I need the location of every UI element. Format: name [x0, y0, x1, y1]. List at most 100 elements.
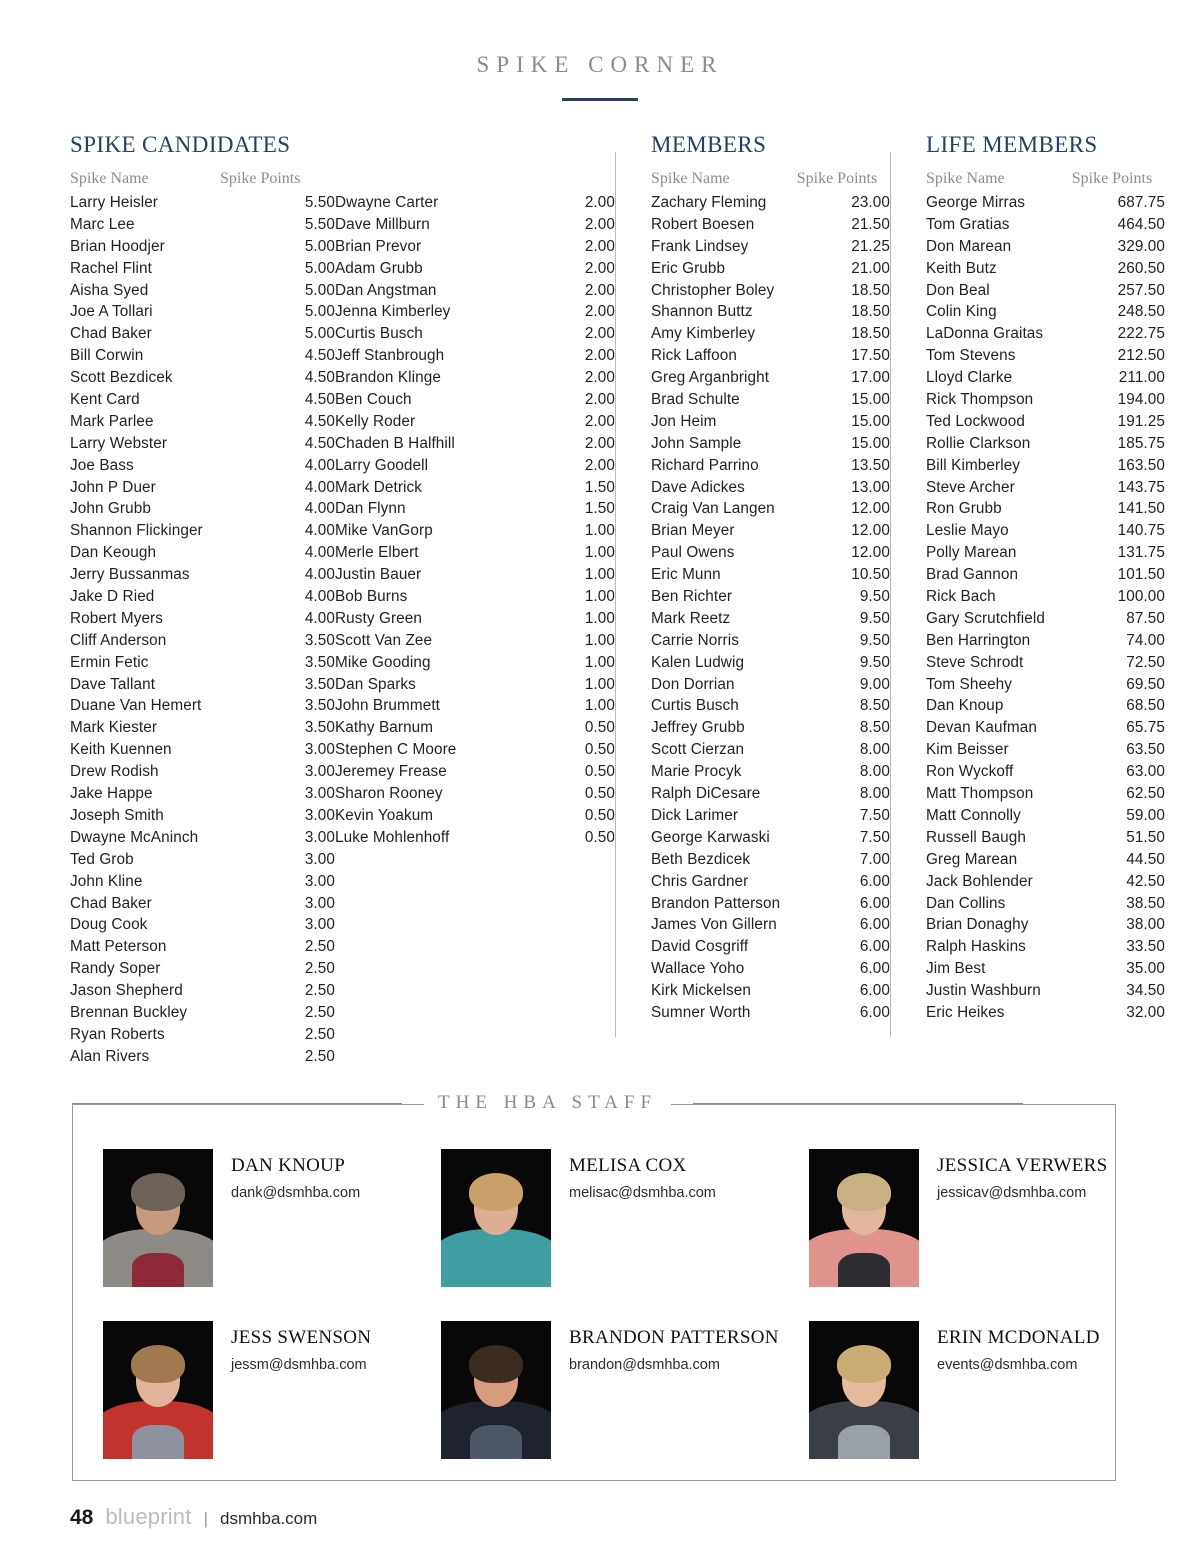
spike-points: 3.50: [304, 719, 335, 737]
spike-name: Dave Tallant: [70, 675, 156, 693]
spike-row: Brian Donaghy 38.00: [926, 916, 1165, 938]
spike-points: 101.50: [1117, 566, 1165, 584]
staff-member-email[interactable]: jessicav@dsmhba.com: [937, 1185, 1087, 1201]
spike-points: 141.50: [1117, 500, 1165, 518]
spike-name: George Karwaski: [651, 828, 770, 846]
spike-points: 4.00: [304, 588, 335, 606]
spike-name: Marc Lee: [70, 215, 135, 233]
spike-name: Ted Grob: [70, 850, 134, 868]
spike-row: Dan Flynn 1.50: [335, 500, 615, 522]
spike-name: Ralph DiCesare: [651, 785, 761, 803]
staff-row: DAN KNOUP dank@dsmhba.com MELISA COX melisa…: [73, 1149, 1115, 1307]
spike-name: Jason Shepherd: [70, 982, 183, 1000]
spike-points: 8.50: [859, 719, 890, 737]
spike-name: George Mirras: [926, 194, 1026, 211]
staff-member-email[interactable]: dank@dsmhba.com: [231, 1185, 361, 1201]
spike-points: 5.50: [304, 194, 335, 211]
spike-name: Aisha Syed: [70, 281, 149, 299]
spike-points: 3.00: [304, 850, 335, 868]
spike-points: 9.50: [859, 609, 890, 627]
spike-name: Amy Kimberley: [651, 325, 756, 343]
members-title: MEMBERS: [651, 132, 767, 157]
members-list: Zachary Fleming 23.00 Robert Boesen 21.50 Fr…: [651, 194, 890, 1026]
spike-name: Wallace Yoho: [651, 960, 745, 978]
spike-row: Jack Bohlender 42.50: [926, 873, 1165, 895]
spike-name: Chris Gardner: [651, 872, 749, 890]
spike-name: Ron Grubb: [926, 500, 1002, 518]
spike-name: Keith Kuennen: [70, 741, 172, 759]
spike-points: 13.50: [851, 456, 890, 474]
staff-member: DAN KNOUP dank@dsmhba.com: [73, 1149, 441, 1307]
spike-name: Matt Connolly: [926, 806, 1021, 824]
spike-name: Ben Richter: [651, 588, 733, 606]
spike-name: Chad Baker: [70, 325, 152, 343]
spike-row: Sumner Worth 6.00: [651, 1004, 890, 1026]
column-divider-left: [615, 152, 616, 1037]
spike-name: Jake D Ried: [70, 588, 155, 606]
spike-name: John Sample: [651, 434, 742, 452]
spike-name: Russell Baugh: [926, 828, 1026, 846]
spike-points: 18.50: [851, 281, 890, 299]
staff-member-email[interactable]: events@dsmhba.com: [937, 1357, 1078, 1373]
spike-points: 3.00: [304, 806, 335, 824]
spike-name: Curtis Busch: [335, 325, 423, 343]
spike-name: Scott Bezdicek: [70, 369, 173, 387]
spike-name: Rachel Flint: [70, 259, 152, 277]
caption-rule-right: [693, 1102, 1024, 1104]
spike-name: Mike VanGorp: [335, 522, 433, 540]
spike-row: Tom Gratias 464.50: [926, 216, 1165, 238]
spike-row: Larry Webster 4.50: [70, 435, 335, 457]
spike-points: 32.00: [1126, 1003, 1165, 1021]
life-members-table-header: Spike Name Spike Points: [926, 170, 1165, 188]
spike-row: Ralph Haskins 33.50: [926, 938, 1165, 960]
footer-website[interactable]: dsmhba.com: [219, 1509, 318, 1528]
spike-points: 131.75: [1117, 544, 1165, 562]
spike-row: Scott Van Zee 1.00: [335, 632, 615, 654]
staff-photo: [441, 1321, 551, 1459]
spike-name: Joe A Tollari: [70, 303, 153, 321]
spike-name: Kelly Roder: [335, 412, 416, 430]
staff-member-email[interactable]: brandon@dsmhba.com: [569, 1357, 720, 1373]
spike-name: Kevin Yoakum: [335, 806, 434, 824]
hba-staff-caption-band: THE HBA STAFF: [72, 1092, 1116, 1114]
spike-row: Marie Procyk 8.00: [651, 763, 890, 785]
staff-member-email[interactable]: melisac@dsmhba.com: [569, 1185, 716, 1201]
staff-member-email[interactable]: jessm@dsmhba.com: [231, 1357, 367, 1373]
spike-points: 3.00: [304, 894, 335, 912]
spike-row: Don Beal 257.50: [926, 282, 1165, 304]
spike-row: Chad Baker 5.00: [70, 325, 335, 347]
spike-name: Stephen C Moore: [335, 741, 457, 759]
spike-name: David Cosgriff: [651, 938, 749, 956]
spike-points: 72.50: [1126, 653, 1165, 671]
spike-name: Ralph Haskins: [926, 938, 1026, 956]
spike-row: LaDonna Graitas 222.75: [926, 325, 1165, 347]
spike-points: 38.50: [1126, 894, 1165, 912]
spike-name: Don Dorrian: [651, 675, 735, 693]
column-header-spike-name: Spike Name: [70, 170, 149, 187]
spike-row: Matt Peterson 2.50: [70, 938, 335, 960]
spike-row: Ben Harrington 74.00: [926, 632, 1165, 654]
spike-points: 0.50: [584, 785, 615, 803]
spike-row: Carrie Norris 9.50: [651, 632, 890, 654]
spike-name: Steve Archer: [926, 478, 1015, 496]
spike-points: 1.00: [584, 675, 615, 693]
spike-row: Jerry Bussanmas 4.00: [70, 566, 335, 588]
spike-row: Keith Kuennen 3.00: [70, 741, 335, 763]
spike-points: 4.00: [304, 609, 335, 627]
spike-points: 2.00: [584, 412, 615, 430]
spike-row: Kim Beisser 63.50: [926, 741, 1165, 763]
spike-name: Greg Arganbright: [651, 369, 770, 387]
spike-row: Dan Angstman 2.00: [335, 282, 615, 304]
spike-name: Kalen Ludwig: [651, 653, 745, 671]
spike-points: 1.00: [584, 653, 615, 671]
spike-name: Jon Heim: [651, 412, 717, 430]
spike-points: 34.50: [1126, 982, 1165, 1000]
spike-points: 163.50: [1117, 456, 1165, 474]
staff-photo: [809, 1149, 919, 1287]
spike-points: 62.50: [1126, 785, 1165, 803]
spike-row: Rick Thompson 194.00: [926, 391, 1165, 413]
spike-points: 5.00: [304, 237, 335, 255]
spike-points: 3.50: [304, 675, 335, 693]
spike-points: 3.50: [304, 697, 335, 715]
spike-row: John Sample 15.00: [651, 435, 890, 457]
